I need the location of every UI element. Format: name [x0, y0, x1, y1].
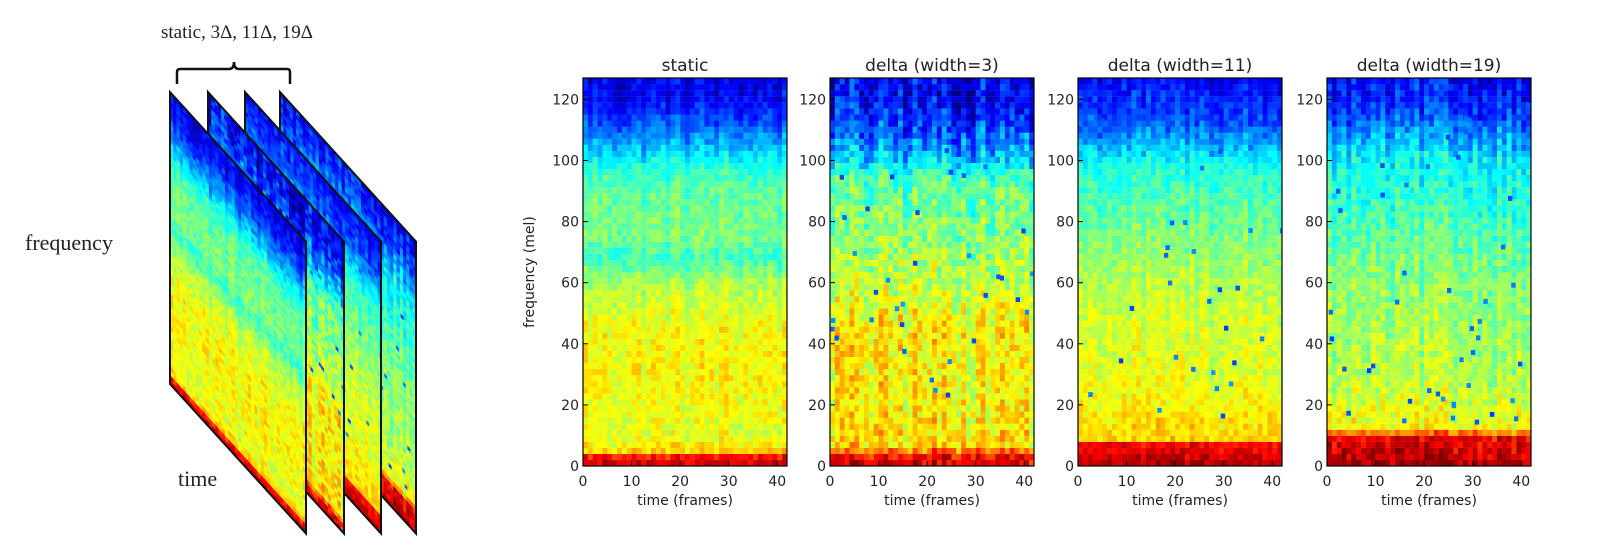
frequency-label: frequency: [25, 230, 113, 255]
x-tick-label: 10: [870, 474, 888, 490]
y-tick-label: 100: [799, 153, 826, 169]
y-tick-label: 60: [808, 276, 826, 292]
axes-frame: [582, 77, 788, 467]
y-tick-label: 80: [561, 215, 579, 231]
heatmap-panel-3: delta (width=11) 0 10 20 30 40 0 20 40 60 80 100 120…: [1047, 56, 1283, 509]
panel-title: delta (width=3): [865, 56, 999, 76]
x-axis-label: time (frames): [884, 493, 980, 509]
axes-frame: [1077, 77, 1283, 467]
y-tick-label: 80: [808, 215, 826, 231]
x-axis-label: time (frames): [1132, 493, 1228, 509]
x-tick-label: 0: [1323, 474, 1332, 490]
y-tick-label: 20: [808, 398, 826, 414]
stack-layer-static: [169, 89, 307, 537]
heatmap-image: [1078, 78, 1282, 466]
x-tick-label: 30: [720, 474, 738, 490]
y-tick-label: 60: [1305, 276, 1323, 292]
x-tick-label: 40: [768, 474, 786, 490]
x-tick-label: 10: [1367, 474, 1385, 490]
y-tick-label: 0: [817, 459, 826, 475]
x-tick-label: 40: [1263, 474, 1281, 490]
y-tick-label: 20: [1305, 398, 1323, 414]
y-tick-label: 40: [561, 337, 579, 353]
y-tick-label: 20: [1056, 398, 1074, 414]
heatmap-panel-4: delta (width=19) 0 10 20 30 40 0 20 40 60 80 100 120…: [1296, 56, 1532, 509]
bracket-icon: [175, 61, 292, 84]
x-tick-label: 0: [1074, 474, 1083, 490]
panel-title: static: [662, 56, 709, 76]
x-tick-label: 20: [1415, 474, 1433, 490]
y-tick-label: 60: [1056, 276, 1074, 292]
x-tick-label: 0: [826, 474, 835, 490]
axes-frame: [1326, 77, 1532, 467]
x-tick-label: 20: [1166, 474, 1184, 490]
x-axis-label: time (frames): [1381, 493, 1477, 509]
y-tick-label: 40: [1056, 337, 1074, 353]
y-tick-label: 120: [552, 92, 579, 108]
panel-title: delta (width=11): [1108, 56, 1252, 76]
x-tick-label: 30: [967, 474, 985, 490]
x-tick-label: 40: [1015, 474, 1033, 490]
schematic-stack: static, 3Δ, 11Δ, 19Δ frequency time: [25, 22, 417, 537]
y-tick-label: 0: [1314, 459, 1323, 475]
y-tick-label: 80: [1305, 215, 1323, 231]
y-tick-label: 120: [1047, 92, 1074, 108]
y-axis-label: frequency (mel): [522, 216, 538, 328]
heatmap-panel-2: delta (width=3) 0 10 20 30 40 0 20 40 60 80 100 120 t…: [799, 56, 1035, 509]
y-tick-label: 120: [1296, 92, 1323, 108]
x-tick-label: 30: [1215, 474, 1233, 490]
y-tick-label: 0: [1065, 459, 1074, 475]
y-tick-label: 100: [552, 153, 579, 169]
x-tick-label: 20: [671, 474, 689, 490]
y-tick-label: 120: [799, 92, 826, 108]
y-tick-label: 100: [1296, 153, 1323, 169]
bracket-label: static, 3Δ, 11Δ, 19Δ: [161, 22, 313, 43]
y-tick-label: 80: [1056, 215, 1074, 231]
heatmap-image: [1327, 78, 1531, 466]
time-label: time: [178, 466, 217, 491]
heatmap-image: [830, 78, 1034, 466]
x-tick-label: 20: [918, 474, 936, 490]
y-tick-label: 60: [561, 276, 579, 292]
x-tick-label: 0: [579, 474, 588, 490]
axes-frame: [829, 77, 1035, 467]
heatmap-image: [583, 78, 787, 466]
x-tick-label: 30: [1464, 474, 1482, 490]
y-tick-label: 40: [1305, 337, 1323, 353]
x-axis-label: time (frames): [637, 493, 733, 509]
x-tick-label: 10: [1118, 474, 1136, 490]
y-tick-label: 0: [570, 459, 579, 475]
y-tick-label: 40: [808, 337, 826, 353]
y-tick-label: 20: [561, 398, 579, 414]
panel-title: delta (width=19): [1357, 56, 1501, 76]
x-tick-label: 40: [1512, 474, 1530, 490]
x-tick-label: 10: [623, 474, 641, 490]
y-tick-label: 100: [1047, 153, 1074, 169]
heatmap-panel-1: static 0 10 20 30 40 0 20 40 60 80 100 120 time (fram…: [522, 56, 788, 509]
